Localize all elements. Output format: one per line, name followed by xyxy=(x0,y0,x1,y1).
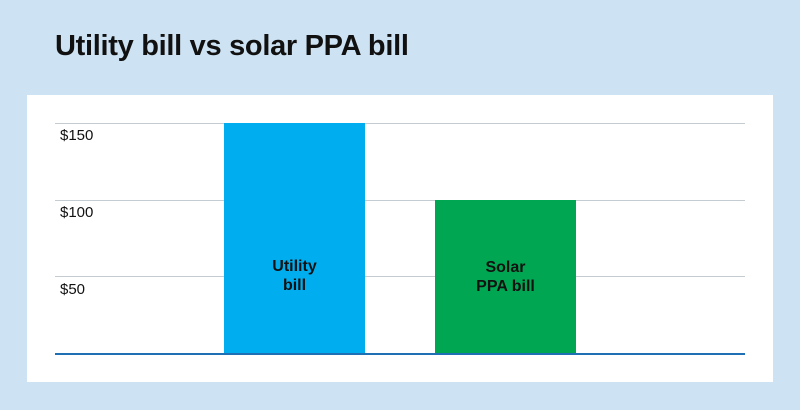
x-axis xyxy=(55,353,745,355)
chart-title: Utility bill vs solar PPA bill xyxy=(55,30,409,62)
gridline-50 xyxy=(55,276,745,277)
bar-label-solar: Solar PPA bill xyxy=(476,259,535,295)
y-tick-50: $50 xyxy=(60,281,86,298)
bar-solar-ppa-bill: Solar PPA bill xyxy=(435,200,576,354)
y-tick-100: $100 xyxy=(60,204,94,221)
gridline-100 xyxy=(55,200,745,201)
chart-panel xyxy=(27,95,773,382)
bar-utility-bill: Utility bill xyxy=(224,123,365,354)
y-tick-150: $150 xyxy=(60,127,94,144)
gridline-150 xyxy=(55,123,745,124)
bar-label-utility: Utility bill xyxy=(272,258,317,294)
